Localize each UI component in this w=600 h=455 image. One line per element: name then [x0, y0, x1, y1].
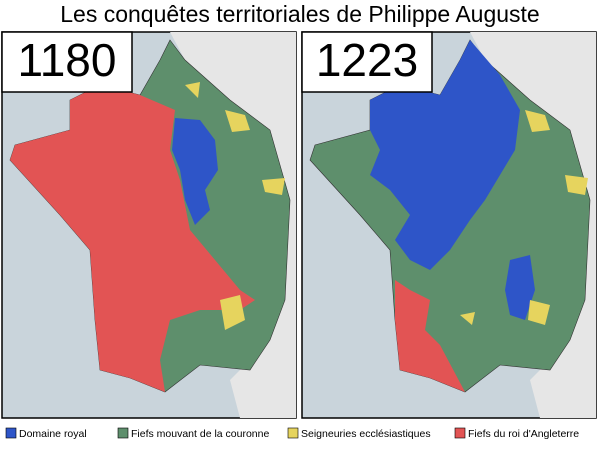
map-panel: 1180: [1, 31, 297, 419]
royal-domain: [505, 255, 535, 320]
english-fiefs: [10, 85, 255, 392]
royal-domain: [172, 118, 218, 225]
year-label: 1223: [316, 34, 418, 86]
legend-label: Fiefs mouvant de la couronne: [131, 428, 269, 440]
year-box: [1, 31, 133, 93]
english-fiefs: [395, 280, 465, 392]
royal-domain: [370, 40, 520, 270]
legend-swatch: [117, 427, 129, 439]
legend-swatch: [454, 427, 466, 439]
legend-label: Domaine royal: [19, 428, 87, 440]
map-panel: 1223: [301, 31, 597, 419]
legend: Domaine royal Fiefs mouvant de la couronn…: [5, 427, 579, 440]
year-box: [301, 31, 433, 93]
legend-label: Seigneuries ecclésiastiques: [301, 428, 431, 440]
legend-label: Fiefs du roi d'Angleterre: [468, 428, 579, 440]
legend-swatch: [5, 427, 17, 439]
legend-swatch: [287, 427, 299, 439]
foreign-land: [120, 32, 296, 418]
church-lordships: [185, 82, 285, 330]
year-label: 1180: [18, 34, 117, 86]
foreign-land: [420, 32, 596, 418]
map-title: Les conquêtes territoriales de Philippe …: [60, 1, 539, 27]
